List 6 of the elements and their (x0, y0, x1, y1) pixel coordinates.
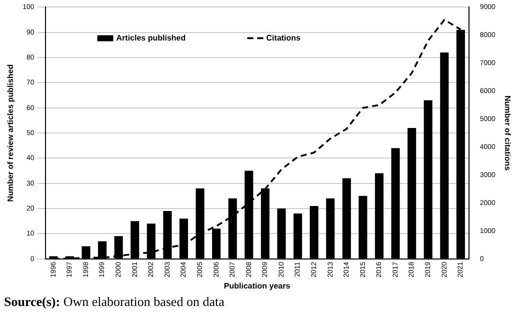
source-note: Source(s): Own elaboration based on data (4, 294, 226, 310)
y-axis-title: Number of review articles published (6, 64, 16, 202)
legend-label: Citations (266, 33, 302, 42)
legend-label: Articles published (116, 33, 186, 42)
x-axis-title: Publication years (224, 281, 291, 290)
y2-axis-title: Number of citations (502, 95, 512, 172)
